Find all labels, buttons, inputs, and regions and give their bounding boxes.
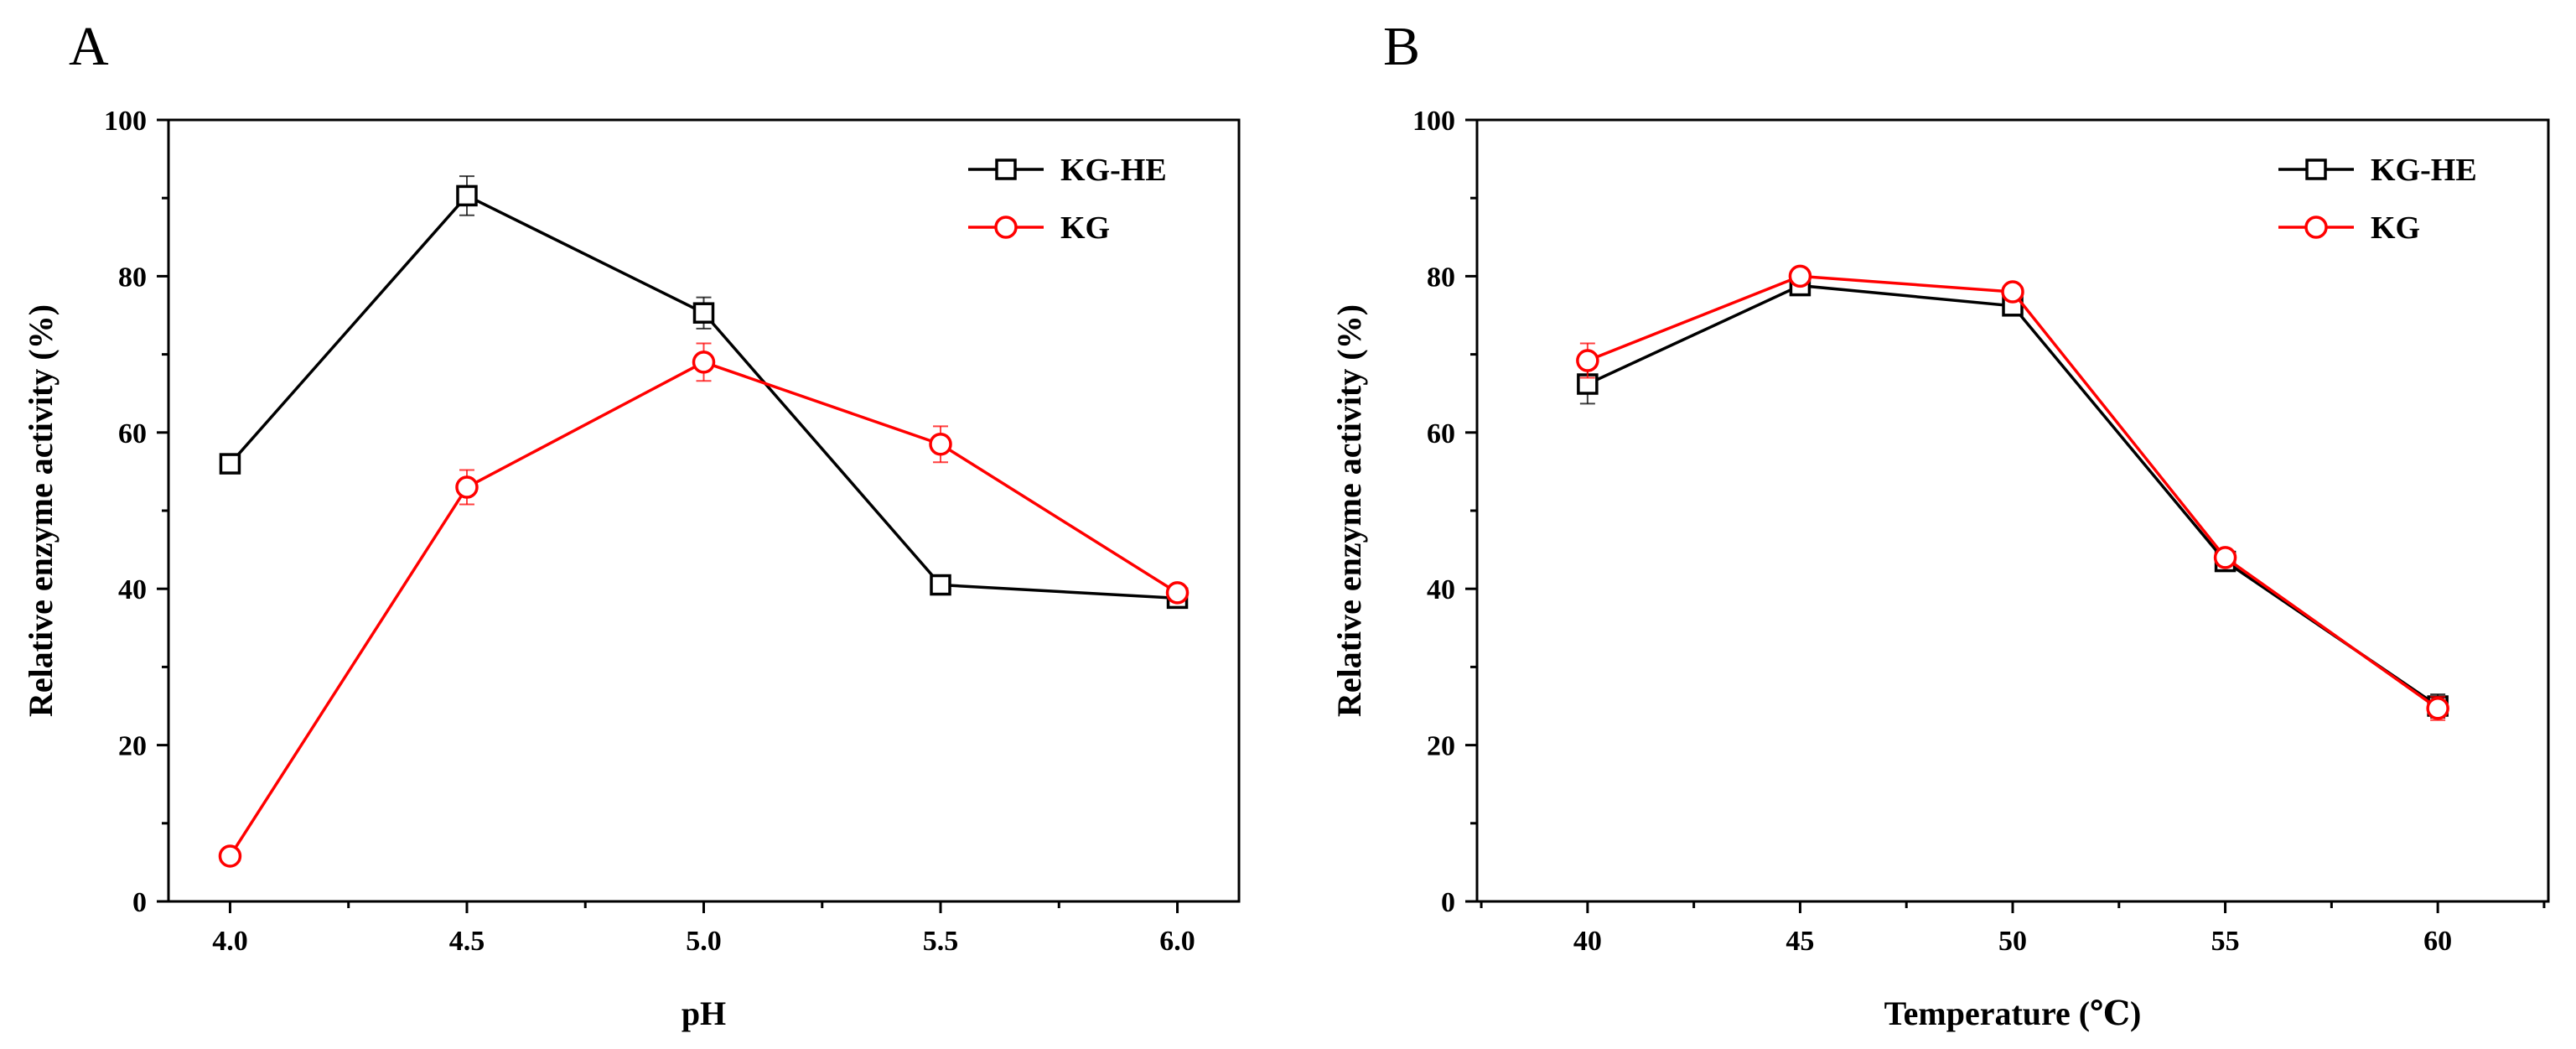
- x-tick-label: 4.0: [212, 926, 248, 957]
- series-line-kg-he: [229, 194, 1178, 600]
- data-point-kg: [692, 351, 716, 374]
- panel-a-label: A: [69, 16, 109, 77]
- x-tick-label: 4.5: [449, 926, 485, 957]
- x-tick-label: 40: [1573, 926, 1602, 957]
- y-tick-label: 60: [118, 418, 147, 449]
- data-point-kg: [2213, 546, 2237, 569]
- chart-panel-b: 0 20 40 60 80 100 40 45 50 55 60 Relative enzyme ac…: [1330, 106, 2550, 1032]
- chart-panel-a: 0 20 40 60 80 100 4.0 4.5 5.0 5.5 6.0 Relative enzy…: [22, 106, 1241, 1032]
- data-point-kg: [1576, 349, 1599, 372]
- data-point-kg: [929, 433, 952, 456]
- data-point-kg: [1788, 264, 1812, 288]
- data-point-kg-he: [930, 574, 951, 596]
- x-tick-label: 60: [2423, 926, 2452, 957]
- y-tick-label: 40: [118, 574, 147, 605]
- x-tick-label: 5.5: [923, 926, 959, 957]
- y-tick-label: 100: [104, 106, 147, 137]
- legend-marker: [995, 158, 1017, 180]
- panel-b-label: B: [1383, 16, 1421, 77]
- y-tick-label: 80: [118, 262, 147, 293]
- data-point-kg: [455, 475, 479, 499]
- series-line-kg: [1587, 274, 2439, 710]
- x-tick-label: 45: [1786, 926, 1814, 957]
- y-tick-label: 0: [1441, 887, 1455, 918]
- y-tick-label: 20: [1427, 731, 1455, 762]
- y-tick-label: 40: [1427, 574, 1455, 605]
- data-point-kg-he: [456, 184, 478, 207]
- x-tick-label: 55: [2211, 926, 2240, 957]
- data-point-kg-he: [692, 302, 715, 324]
- legend-marker: [994, 216, 1018, 239]
- legend-marker: [2304, 216, 2328, 239]
- y-tick-label: 0: [132, 887, 147, 918]
- legend-label: KG-HE: [2371, 153, 2477, 188]
- data-point-kg: [1165, 581, 1190, 605]
- y-tick-label: 20: [118, 731, 147, 762]
- x-tick-label: 5.0: [686, 926, 722, 957]
- data-point-kg-he: [219, 453, 241, 475]
- legend-label: KG-HE: [1060, 153, 1167, 188]
- legend-marker: [2305, 158, 2327, 180]
- data-point-kg: [2001, 280, 2024, 304]
- data-point-kg: [218, 844, 242, 868]
- data-point-kg: [2426, 697, 2449, 720]
- series-line-kg-he: [1587, 283, 2439, 708]
- series-line-kg: [228, 361, 1179, 857]
- y-axis-label: Relative enzyme activity (%): [1330, 304, 1368, 717]
- legend-label: KG: [1060, 210, 1110, 246]
- x-tick-label: 50: [1998, 926, 2027, 957]
- y-tick-label: 60: [1427, 418, 1455, 449]
- y-axis-label: Relative enzyme activity (%): [22, 304, 60, 717]
- x-axis-label: Temperature (℃): [1884, 994, 2142, 1032]
- y-tick-label: 80: [1427, 262, 1455, 293]
- x-axis-label: pH: [682, 994, 726, 1032]
- y-tick-label: 100: [1412, 106, 1455, 137]
- legend-label: KG: [2371, 210, 2420, 246]
- x-tick-label: 6.0: [1159, 926, 1195, 957]
